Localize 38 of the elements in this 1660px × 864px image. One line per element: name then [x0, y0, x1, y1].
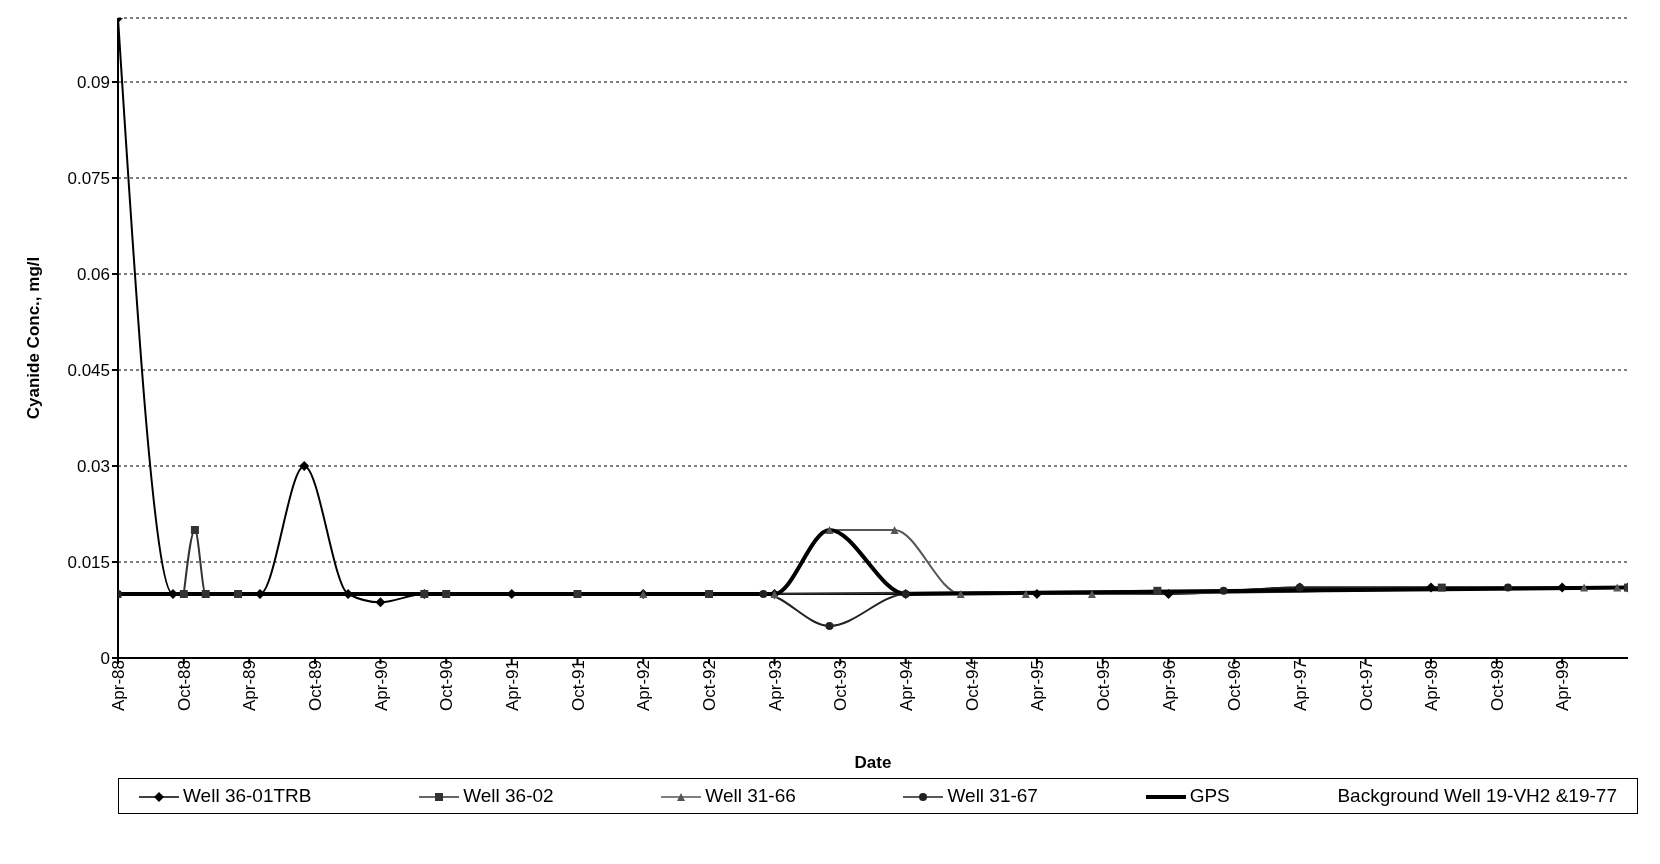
x-tick-label: Apr-92 — [634, 660, 654, 712]
legend-label: Well 31-66 — [704, 785, 796, 807]
x-tick-label: Apr-98 — [1422, 660, 1442, 712]
y-tick-label: 0.09 — [76, 73, 110, 93]
y-tick-label: 0 — [100, 649, 110, 669]
x-tick-label: Oct-92 — [700, 660, 720, 712]
x-tick-label: Oct-97 — [1356, 660, 1376, 712]
y-tick-label: 0.015 — [67, 553, 110, 573]
x-tick-label: Oct-96 — [1225, 660, 1245, 712]
text: Background Well 19-VH2 &19-77 — [1337, 785, 1617, 807]
x-tick-label: Apr-95 — [1028, 660, 1048, 712]
legend-label: GPS — [1188, 785, 1230, 807]
y-tick-label: 0.06 — [76, 265, 110, 285]
x-tick-label: Apr-96 — [1159, 660, 1179, 712]
x-tick-label: Apr-90 — [371, 660, 391, 712]
x-tick-label: Oct-90 — [437, 660, 457, 712]
y-axis-title: Cyanide Conc., mg/l — [24, 256, 44, 420]
x-tick-label: Oct-95 — [1093, 660, 1113, 712]
x-tick-label: Apr-89 — [240, 660, 260, 712]
legend-label: Well 36-01TRB — [182, 785, 312, 807]
legend-label: Well 31-67 — [946, 785, 1038, 807]
x-axis-title: Date — [854, 753, 892, 772]
x-tick-label: Oct-98 — [1487, 660, 1507, 712]
x-tick-label: Oct-93 — [831, 660, 851, 712]
y-tick-label: 0.045 — [67, 361, 110, 381]
x-tick-label: Apr-91 — [502, 660, 522, 712]
x-tick-label: Apr-94 — [896, 660, 916, 712]
x-tick-label: Oct-88 — [174, 660, 194, 712]
x-tick-label: Oct-89 — [306, 660, 326, 712]
x-tick-label: Apr-97 — [1290, 660, 1310, 712]
legend-label: Well 36-02 — [462, 785, 554, 807]
x-tick-label: Apr-93 — [765, 660, 785, 712]
y-tick-label: 0.03 — [76, 457, 110, 477]
x-tick-label: Oct-94 — [962, 660, 982, 712]
x-tick-label: Apr-88 — [109, 660, 129, 712]
x-tick-label: Oct-91 — [568, 660, 588, 712]
y-tick-label: 0.075 — [67, 169, 110, 189]
x-tick-label: Apr-99 — [1553, 660, 1573, 712]
